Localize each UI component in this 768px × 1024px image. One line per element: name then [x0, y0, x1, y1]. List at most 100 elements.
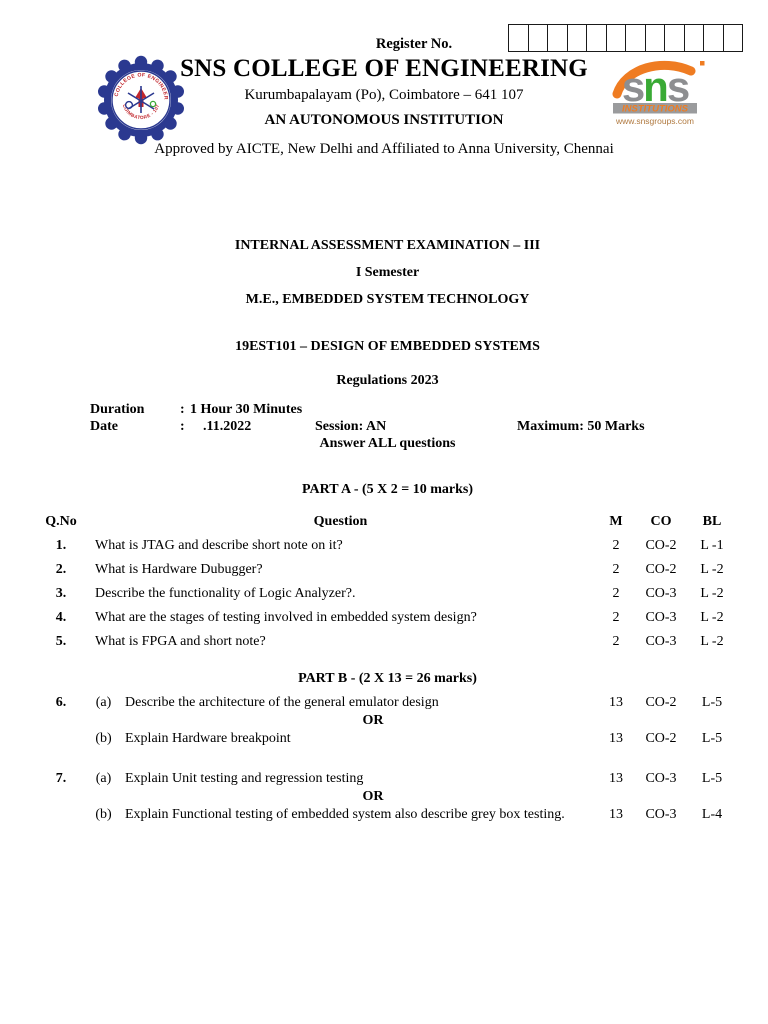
- register-no-cell: [527, 24, 549, 52]
- part-a-table-header: Q.No Question M CO BL: [40, 515, 735, 529]
- bl: L-5: [701, 771, 723, 786]
- part-a-row-2: 2. What is Hardware Dubugger? 2 CO-2 L -…: [40, 558, 735, 582]
- part-a-row-1: 1. What is JTAG and describe short note …: [40, 534, 735, 558]
- co: CO-3: [645, 634, 677, 649]
- bl: L-5: [701, 731, 723, 746]
- marks: 13: [609, 731, 623, 746]
- exam-body: INTERNAL ASSESSMENT EXAMINATION – III I …: [40, 239, 735, 824]
- sns-letter-s1: s: [622, 63, 644, 110]
- exam-program: M.E., EMBEDDED SYSTEM TECHNOLOGY: [245, 292, 530, 307]
- duration-label: Duration: [90, 402, 145, 417]
- duration-colon: :: [180, 402, 185, 417]
- register-no-cell: [683, 24, 705, 52]
- part-a-heading: PART A - (5 X 2 = 10 marks): [301, 482, 474, 497]
- date-colon: :: [180, 419, 185, 434]
- register-no-cell: [508, 24, 529, 52]
- question-text: What is JTAG and describe short note on …: [95, 538, 343, 553]
- bl: L-4: [701, 807, 723, 822]
- bl: L -2: [700, 586, 724, 601]
- exam-semester: I Semester: [355, 265, 420, 280]
- exam-regulations: Regulations 2023: [336, 373, 439, 388]
- qno: 3.: [55, 586, 67, 601]
- part-b-q7b: (b) Explain Functional testing of embedd…: [40, 806, 735, 824]
- co: CO-2: [645, 538, 677, 553]
- marks: 2: [612, 634, 620, 649]
- session-value: Session: AN: [315, 419, 387, 434]
- part-b-heading: PART B - (2 X 13 = 26 marks): [298, 671, 477, 686]
- question-text: Explain Hardware breakpoint: [125, 731, 291, 746]
- col-qno: Q.No: [45, 514, 77, 529]
- option-label: (b): [95, 731, 112, 746]
- exam-course: 19EST101 – DESIGN OF EMBEDDED SYSTEMS: [235, 339, 540, 354]
- part-a-row-3: 3. Describe the functionality of Logic A…: [40, 582, 735, 606]
- col-marks: M: [609, 514, 623, 529]
- qno: 5.: [55, 634, 67, 649]
- question-text: Describe the functionality of Logic Anal…: [95, 586, 356, 601]
- co: CO-3: [645, 610, 677, 625]
- sns-band-text: INSTITUTIONS: [622, 104, 689, 115]
- college-gear-emblem-logo: SNS COLLEGE OF ENGINEERING COIMBATORE - …: [96, 54, 184, 145]
- approved-affiliation-line: Approved by AICTE, New Delhi and Affilia…: [154, 141, 614, 157]
- part-b-q6b: (b) Explain Hardware breakpoint 13 CO-2 …: [40, 730, 735, 748]
- co: CO-2: [645, 731, 677, 746]
- part-b-q7a: 7. (a) Explain Unit testing and regressi…: [40, 770, 735, 788]
- co: CO-2: [645, 562, 677, 577]
- sns-letter-n: n: [643, 63, 667, 110]
- part-a-row-4: 4. What are the stages of testing involv…: [40, 606, 735, 630]
- register-no-cell: [625, 24, 646, 52]
- maximum-marks: Maximum: 50 Marks: [517, 419, 645, 434]
- question-text: What are the stages of testing involved …: [95, 610, 477, 625]
- or-label: OR: [362, 713, 384, 728]
- question-text: Explain Functional testing of embedded s…: [125, 807, 565, 822]
- register-no-cell: [703, 24, 724, 52]
- part-a-row-5: 5. What is FPGA and short note? 2 CO-3 L…: [40, 630, 735, 654]
- bl: L-5: [701, 695, 723, 710]
- bl: L -1: [700, 538, 724, 553]
- option-label: (a): [95, 695, 112, 710]
- bl: L -2: [700, 610, 724, 625]
- svg-text:sns: sns: [622, 63, 689, 110]
- register-no-cell: [644, 24, 666, 52]
- register-no-cell: [722, 24, 744, 52]
- register-no-boxes: [508, 24, 744, 52]
- question-text: What is FPGA and short note?: [95, 634, 266, 649]
- qno: 1.: [55, 538, 67, 553]
- part-b-q6-or: OR: [40, 712, 735, 730]
- sns-letter-s2: s: [667, 63, 689, 110]
- co: CO-2: [645, 695, 677, 710]
- bl: L -2: [700, 634, 724, 649]
- exam-title: INTERNAL ASSESSMENT EXAMINATION – III: [234, 238, 541, 253]
- autonomous-institution-line: AN AUTONOMOUS INSTITUTION: [264, 112, 504, 128]
- co: CO-3: [645, 586, 677, 601]
- marks: 2: [612, 586, 620, 601]
- answer-all-note: Answer ALL questions: [319, 436, 456, 451]
- register-no-cell: [547, 24, 568, 52]
- marks: 2: [612, 610, 620, 625]
- part-b-q7-or: OR: [40, 788, 735, 806]
- date-label: Date: [90, 419, 118, 434]
- date-row: Date : .11.2022 Session: AN Maximum: 50 …: [40, 418, 735, 435]
- marks: 2: [612, 562, 620, 577]
- qno: 4.: [55, 610, 67, 625]
- marks: 13: [609, 695, 623, 710]
- college-name: SNS COLLEGE OF ENGINEERING: [180, 55, 588, 82]
- bl: L -2: [700, 562, 724, 577]
- marks: 13: [609, 807, 623, 822]
- col-co: CO: [650, 514, 672, 529]
- co: CO-3: [645, 807, 677, 822]
- option-label: (a): [95, 771, 112, 786]
- question-text: Describe the architecture of the general…: [125, 695, 439, 710]
- register-no-cell: [664, 24, 685, 52]
- qno: 6.: [55, 695, 67, 710]
- col-bl: BL: [702, 514, 722, 529]
- question-text: Explain Unit testing and regression test…: [125, 771, 364, 786]
- sns-website-text: www.snsgroups.com: [615, 116, 694, 126]
- qno: 7.: [55, 771, 67, 786]
- duration-value: 1 Hour 30 Minutes: [190, 402, 303, 417]
- qno: 2.: [55, 562, 67, 577]
- register-no-cell: [566, 24, 588, 52]
- co: CO-3: [645, 771, 677, 786]
- date-value: .11.2022: [203, 419, 252, 434]
- marks: 2: [612, 538, 620, 553]
